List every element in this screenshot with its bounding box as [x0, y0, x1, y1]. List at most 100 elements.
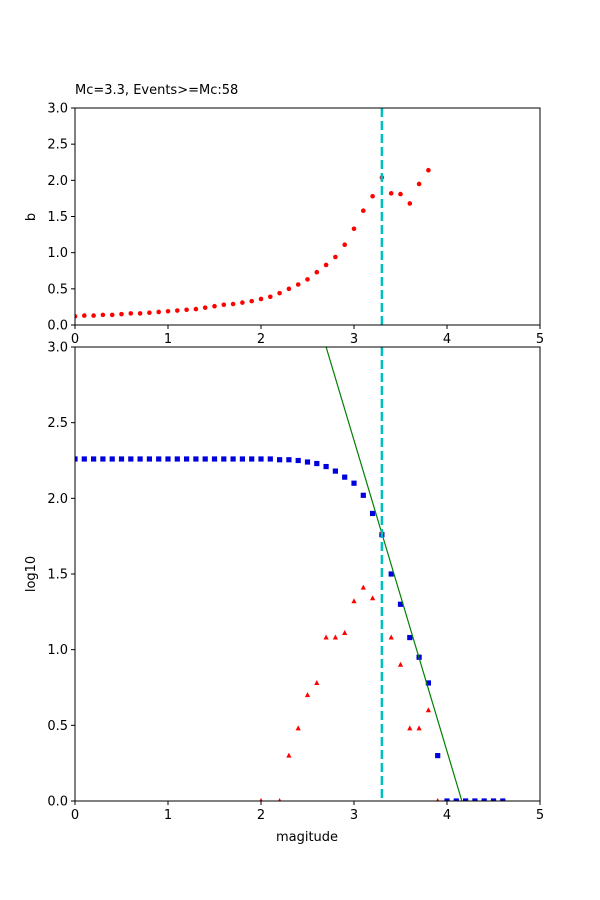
fit-line [325, 347, 463, 801]
cumulative-point [435, 753, 441, 759]
cumulative-point [81, 456, 87, 462]
y-axis-label-b: b [24, 213, 39, 221]
cumulative-point [351, 480, 357, 486]
incremental-point [436, 798, 440, 801]
frequency-axes: 0 1 2 3 4 5 0.0 0.5 1.0 1.5 2.0 2.5 3.0 [47, 341, 544, 824]
cumulative-point [128, 456, 134, 462]
incremental-point [278, 798, 282, 801]
y-tick-label: 2.0 [47, 492, 68, 507]
cumulative-point [295, 457, 301, 464]
incremental-point [388, 634, 394, 640]
cumulative-point [118, 456, 125, 462]
cumulative-point [444, 798, 450, 801]
b-value-point [361, 208, 366, 214]
y-tick-label: 1.0 [47, 246, 68, 261]
x-tick-label: 5 [536, 332, 544, 347]
incremental-point [259, 798, 263, 801]
incremental-point [295, 725, 301, 731]
y-tick-label: 0.5 [47, 719, 68, 734]
cumulative-point [332, 468, 338, 474]
y-tick-label: 2.5 [47, 416, 68, 431]
cumulative-point [463, 798, 469, 801]
y-tick-label: 2.5 [47, 138, 68, 153]
incremental-point [304, 692, 311, 698]
x-tick-label: 2 [257, 808, 265, 823]
b-value-marks [75, 108, 431, 325]
b-value-point [286, 286, 292, 292]
x-tick-label: 5 [536, 808, 544, 823]
cumulative-point [137, 456, 143, 462]
incremental-point [360, 584, 366, 590]
cumulative-point [230, 456, 236, 462]
b-value-point [268, 294, 273, 300]
cumulative-point [323, 463, 329, 470]
cumulative-point [91, 456, 97, 462]
cumulative-point [453, 798, 459, 801]
chart-title: Mc=3.3, Events>=Mc:58 [75, 83, 238, 98]
y-tick-label: 1.5 [47, 210, 68, 225]
b-value-point [398, 191, 403, 197]
b-value-point [128, 311, 134, 316]
cumulative-point [490, 798, 497, 801]
cumulative-point [370, 510, 376, 517]
cumulative-point [314, 460, 320, 467]
cumulative-point [100, 456, 106, 462]
x-tick-label: 1 [164, 332, 172, 347]
cumulative-point [360, 492, 366, 498]
b-value-point [109, 312, 115, 318]
cumulative-point [342, 474, 348, 480]
b-value-point [426, 167, 431, 173]
cumulative-point [277, 457, 283, 463]
cumulative-point [258, 456, 264, 462]
cumulative-point [221, 456, 227, 462]
cumulative-point [407, 634, 413, 641]
y-tick-label: 0.5 [47, 282, 68, 297]
y-tick-label: 3.0 [47, 341, 68, 356]
incremental-point [323, 634, 329, 640]
x-tick-label: 0 [71, 808, 79, 823]
b-value-point [212, 303, 217, 309]
cumulative-point [425, 680, 431, 686]
incremental-point [351, 598, 357, 604]
cumulative-point [249, 456, 255, 462]
incremental-point [286, 752, 292, 758]
b-value-point [277, 290, 282, 296]
b-value-point [305, 277, 310, 282]
b-value-point [407, 201, 413, 206]
b-value-point [147, 310, 152, 316]
b-value-point [165, 308, 171, 314]
b-value-point [137, 311, 143, 316]
plot-area [75, 108, 431, 325]
y-tick-label: 3.0 [47, 102, 68, 117]
cumulative-point [184, 456, 190, 462]
b-value-axes: 0 1 2 3 4 5 0.0 0.5 1.0 1.5 2.0 2.5 3.0 [47, 102, 544, 348]
b-value-point [416, 181, 422, 187]
incremental-point [314, 679, 320, 685]
y-tick-label: 1.5 [47, 568, 68, 583]
x-tick-label: 2 [257, 332, 265, 347]
incremental-point [332, 634, 338, 640]
plot-area [75, 347, 506, 801]
cumulative-point [146, 456, 152, 462]
cumulative-point [211, 456, 218, 462]
cumulative-point [75, 456, 78, 462]
b-value-point [323, 262, 329, 268]
cumulative-point [165, 456, 171, 462]
b-value-point [184, 307, 189, 313]
b-value-point [119, 311, 124, 317]
cumulative-point [304, 459, 311, 465]
cumulative-point [202, 456, 208, 462]
x-tick-label: 1 [164, 808, 172, 823]
cumulative-point [397, 601, 404, 607]
cumulative-point [472, 798, 478, 801]
incremental-point [342, 630, 348, 636]
x-tick-label: 3 [350, 332, 358, 347]
x-tick-label: 4 [443, 332, 451, 347]
cumulative-point [500, 798, 506, 801]
y-axis-label-log10: log10 [24, 556, 39, 592]
magnitude-frequency-chart: 0 1 2 3 4 5 0.0 0.5 1.0 1.5 2.0 2.5 3.0 magitude log… [24, 341, 544, 846]
b-value-point [333, 254, 338, 260]
y-tick-label: 1.0 [47, 643, 68, 658]
cumulative-point [109, 456, 115, 462]
